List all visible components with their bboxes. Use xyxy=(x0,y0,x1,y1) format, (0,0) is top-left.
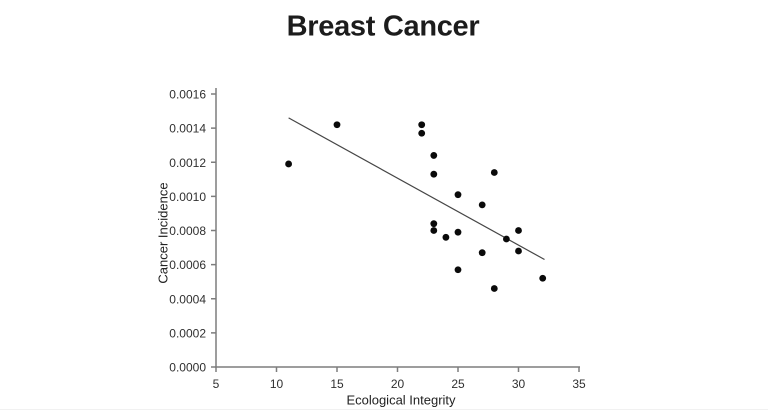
data-point xyxy=(442,233,450,241)
data-point xyxy=(430,220,438,228)
data-point xyxy=(490,169,498,176)
y-tick-label: 0.0000 xyxy=(169,361,206,375)
x-tick-label: 35 xyxy=(572,377,586,391)
trend-line xyxy=(288,117,545,261)
data-point xyxy=(418,129,426,137)
y-tick-label: 0.0006 xyxy=(169,258,206,272)
x-axis-title: Ecological Integrity xyxy=(346,392,456,408)
y-tick-label: 0.0002 xyxy=(169,326,206,340)
x-tick-label: 30 xyxy=(512,377,526,391)
y-tick-label: 0.0016 xyxy=(169,88,206,102)
data-point xyxy=(454,266,462,274)
data-point xyxy=(515,247,522,255)
data-point xyxy=(490,285,498,292)
data-point xyxy=(430,152,438,159)
x-tick-label: 25 xyxy=(451,377,465,391)
data-point xyxy=(285,160,292,168)
data-point xyxy=(478,249,486,257)
data-point xyxy=(515,227,522,234)
data-point xyxy=(478,201,486,209)
data-point xyxy=(503,235,510,243)
y-axis-title: Cancer Incidence xyxy=(155,182,171,284)
chart-title: Breast Cancer xyxy=(286,10,480,43)
x-tick-label: 20 xyxy=(391,377,405,391)
x-tick-label: 5 xyxy=(213,377,220,391)
y-tick-label: 0.0010 xyxy=(169,190,206,204)
data-point xyxy=(333,121,341,129)
y-tick-label: 0.0012 xyxy=(169,156,206,170)
x-tick-label: 10 xyxy=(270,377,284,391)
data-point xyxy=(418,121,426,129)
data-point xyxy=(454,191,462,199)
data-point xyxy=(454,228,462,236)
slide-bottom-edge xyxy=(0,409,768,410)
x-tick-label: 15 xyxy=(330,377,344,391)
y-tick-label: 0.0004 xyxy=(169,292,206,306)
data-point xyxy=(539,274,547,282)
y-tick-label: 0.0008 xyxy=(169,224,206,238)
y-tick-label: 0.0014 xyxy=(169,122,206,136)
data-point xyxy=(430,227,438,234)
data-point xyxy=(430,170,438,178)
